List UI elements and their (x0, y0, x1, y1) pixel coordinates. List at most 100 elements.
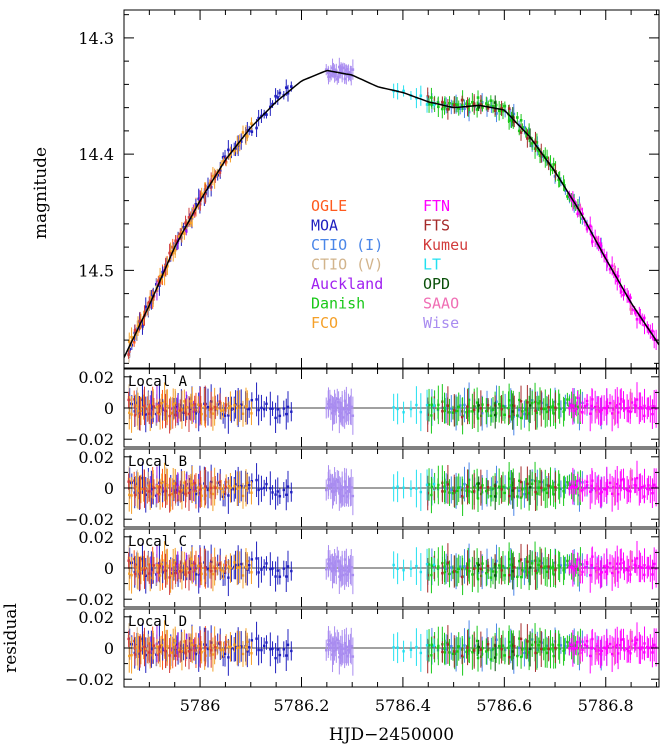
residual-point (343, 558, 347, 561)
residual-point (133, 414, 137, 417)
data-point (509, 117, 513, 120)
residual-point (542, 566, 545, 570)
residual-point (430, 564, 434, 567)
residual-point (257, 648, 260, 652)
residual-point (540, 401, 544, 405)
data-point (141, 325, 144, 328)
residual-point (127, 480, 130, 483)
residual-point (568, 406, 571, 410)
residual-point (485, 650, 488, 653)
residual-point (630, 478, 634, 481)
residual-point (551, 486, 554, 489)
residual-point (612, 486, 616, 489)
residual-point (654, 407, 658, 410)
residual-point (573, 569, 576, 572)
residual-point (507, 399, 511, 402)
residual-point (392, 406, 395, 409)
data-point (130, 335, 133, 339)
residual-panel-c: 0.02 0 −0.02 Local C (65, 528, 660, 609)
residual-point (627, 649, 630, 653)
residual-point (651, 573, 654, 576)
residual-tick-label: 0 (104, 399, 114, 418)
residual-point (616, 652, 620, 655)
residual-point (185, 406, 189, 409)
residual-point (616, 411, 620, 414)
residual-point (463, 565, 466, 568)
data-point (465, 102, 468, 106)
residual-point (459, 404, 462, 407)
residual-point (507, 477, 511, 480)
residual-point (545, 570, 549, 574)
residual-point (545, 651, 549, 655)
data-point (151, 298, 155, 301)
data-point (443, 101, 447, 105)
residual-point (480, 411, 484, 415)
residual-point (535, 492, 539, 495)
residual-point (257, 408, 260, 412)
residual-point (450, 488, 453, 492)
data-point (177, 235, 181, 238)
residual-point (508, 494, 511, 498)
residual-point (486, 403, 490, 407)
residual-point (180, 561, 183, 565)
residual-point (654, 567, 658, 570)
residual-point (620, 398, 623, 401)
residual-point (194, 412, 198, 415)
data-point (452, 103, 456, 107)
residual-point (583, 643, 587, 646)
residual-point (148, 572, 151, 575)
residual-point (409, 567, 413, 570)
residual-point (608, 481, 612, 485)
residual-point (654, 646, 658, 649)
legend-item: SAAO (423, 295, 459, 313)
residual-point (544, 407, 547, 410)
residual-point (494, 570, 498, 574)
data-point (189, 221, 193, 225)
residual-point (564, 401, 567, 405)
residual-point (641, 566, 644, 569)
residual-point (246, 481, 249, 484)
residual-point (337, 480, 340, 483)
residual-point (540, 486, 543, 489)
residual-point (552, 493, 555, 496)
residual-point (148, 651, 151, 654)
residual-tick-label: −0.02 (65, 510, 114, 529)
residual-point (340, 487, 344, 491)
residual-point (133, 572, 137, 576)
residual-point (136, 487, 139, 490)
data-point (171, 251, 175, 255)
residual-panel-a: 0.02 0 −0.02 Local A (65, 368, 660, 449)
data-point (477, 106, 481, 109)
residual-point (507, 640, 511, 644)
residual-point (218, 480, 222, 484)
residual-point (595, 570, 599, 574)
residual-point (635, 398, 639, 401)
residual-point (209, 486, 213, 490)
residual-point (152, 564, 156, 567)
residual-point (327, 484, 330, 487)
residual-point (327, 643, 330, 646)
data-point (284, 86, 288, 89)
residual-point (606, 405, 609, 408)
residual-point (643, 414, 646, 418)
residual-point (551, 405, 554, 408)
residual-point (335, 569, 338, 573)
residual-point (155, 645, 159, 648)
data-point (222, 160, 225, 163)
residual-point (507, 407, 510, 410)
residual-point (402, 650, 405, 653)
residual-point (241, 652, 245, 656)
residual-point (409, 407, 413, 411)
data-point (479, 103, 483, 106)
data-point (138, 319, 142, 323)
residual-point (503, 654, 507, 657)
residual-point (246, 398, 249, 401)
residual-point (512, 643, 515, 646)
residual-point (402, 411, 405, 414)
data-point (545, 156, 549, 159)
legend-item: Wise (423, 314, 459, 332)
residual-point (521, 648, 524, 651)
residual-point (534, 651, 537, 655)
residual-point (269, 487, 272, 490)
residual-point (544, 647, 547, 650)
